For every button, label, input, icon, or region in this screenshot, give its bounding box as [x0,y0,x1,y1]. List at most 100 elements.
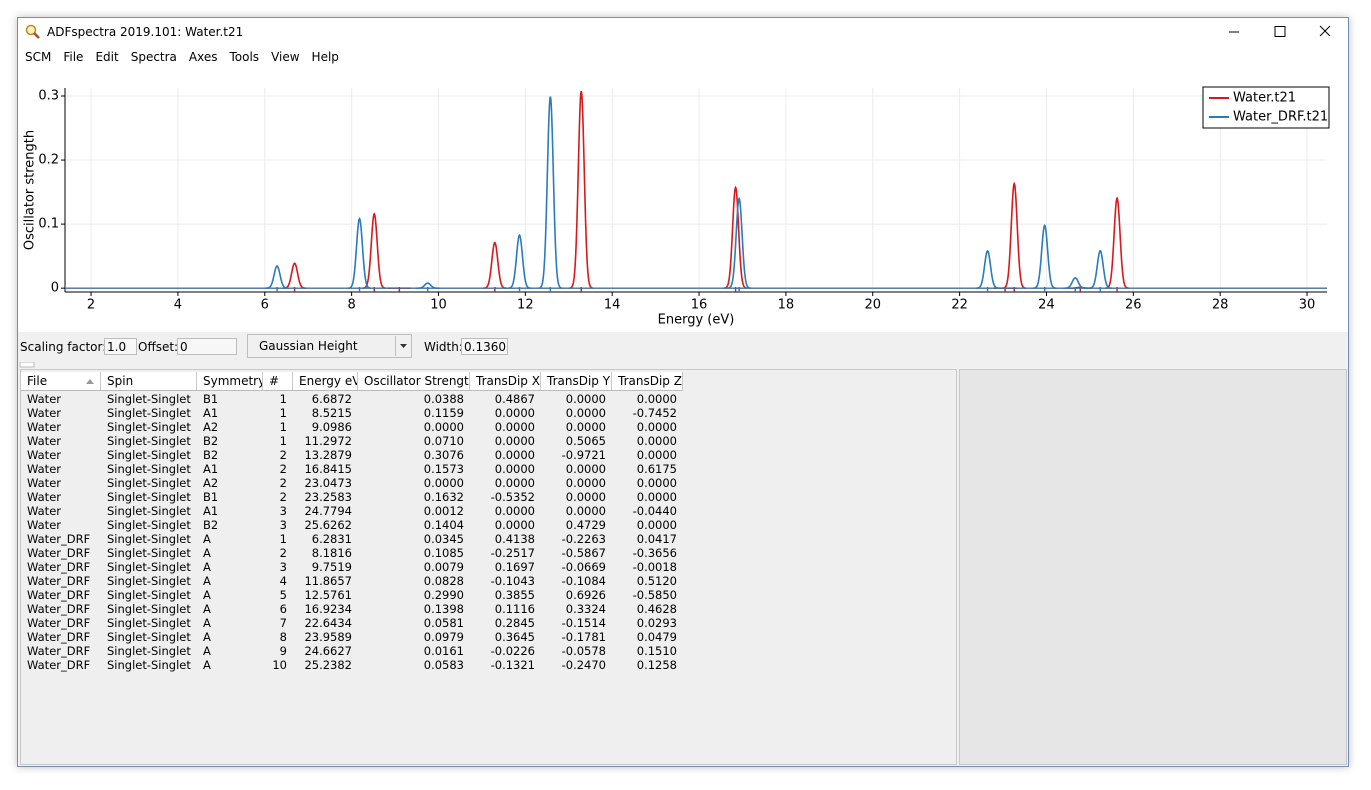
table-cell: 0.0345 [423,532,464,546]
table-cell: 8.1816 [311,546,352,560]
table-cell: 0.0000 [494,406,535,420]
table-cell: 0.0979 [423,630,464,644]
table-cell: Singlet-Singlet [107,588,191,602]
peak [265,265,289,289]
table-cell: A [203,658,211,672]
table-cell: Water_DRF [27,630,91,644]
dropdown-arrow[interactable] [395,334,412,358]
table-cell: 0.0417 [636,532,677,546]
table-cell: Singlet-Singlet [107,532,191,546]
table-cell: 0.0000 [636,490,677,504]
table-cell: 0.3076 [423,448,464,462]
column-header[interactable]: Spin [101,372,197,391]
column-header[interactable]: Symmetry [197,372,263,391]
splitter-handle[interactable] [18,362,38,370]
table-cell: 0.0479 [636,630,677,644]
table-cell: 0.1398 [423,602,464,616]
menu-item[interactable]: SCM [25,49,52,64]
table-cell: -0.5352 [490,490,535,504]
table-cell: Singlet-Singlet [107,392,191,406]
peak [507,233,532,289]
table-cell: 0.4138 [494,532,535,546]
table-cell: 6 [279,602,287,616]
menu-item[interactable]: Spectra [130,49,177,64]
menu-item[interactable]: Help [311,49,339,64]
table-cell: 25.2382 [304,658,352,672]
table-cell: 0.1404 [423,518,464,532]
table-cell: 0.0000 [494,476,535,490]
width-label: Width: [424,340,463,354]
table-cell: 0.1573 [423,462,464,476]
width-input[interactable]: 0.13605 [461,338,508,355]
column-header[interactable]: # [263,372,293,391]
table-cell: 3 [279,504,287,518]
table-cell: 0.0161 [423,644,464,658]
table-cell: 22.6434 [304,616,352,630]
peak [415,282,440,289]
controls-bar: Scaling factor: 1.0 Offset: 0 Gaussian H… [18,332,1348,362]
table-cell: Singlet-Singlet [107,518,191,532]
menu-item[interactable]: Axes [188,49,218,64]
x-tick-label: 22 [951,298,968,313]
y-tick-label: 0 [51,281,59,296]
table-cell: 0.0828 [423,574,464,588]
menu-item[interactable]: View [271,49,300,64]
table-cell: Water_DRF [27,560,91,574]
table-cell: 9.7519 [311,560,352,574]
table-cell: 0.0583 [423,658,464,672]
table-cell: Singlet-Singlet [107,476,191,490]
column-header[interactable]: TransDip Z [612,372,683,391]
column-header[interactable]: Energy eV [293,372,358,391]
table-cell: 23.0473 [304,476,352,490]
peak [362,212,387,289]
table-cell: 0.1159 [423,406,464,420]
window-buttons[interactable] [1223,18,1348,46]
menu-item[interactable]: Edit [95,49,119,64]
table-cell: 0.0000 [636,476,677,490]
column-header[interactable]: File [21,372,101,391]
scaling-input[interactable]: 1.0 [104,338,137,355]
window-title: ADFspectra 2019.101: Water.t21 [47,25,244,39]
table-cell: A2 [203,420,219,434]
table-cell: 0.0000 [423,476,464,490]
legend-box [1202,86,1330,129]
table-cell: A2 [203,476,219,490]
table-cell: A1 [203,462,219,476]
table-cell: -0.5850 [632,588,677,602]
y-tick-label: 0.1 [38,217,59,232]
table-cell: Water [27,518,61,532]
scaling-label: Scaling factor: [20,340,107,354]
x-tick-label: 8 [347,298,355,313]
table-cell: 0.6175 [636,462,677,476]
column-header[interactable]: TransDip Y [541,372,612,391]
table-cell: 0.0000 [494,448,535,462]
table-cell: A [203,546,211,560]
table-cell: B1 [203,490,219,504]
close[interactable] [1319,25,1331,37]
maximize[interactable] [1274,26,1286,37]
table-cell: 0.3324 [565,602,606,616]
table-cell: Singlet-Singlet [107,658,191,672]
table-cell: 0.1697 [494,560,535,574]
peak [1002,181,1027,289]
table-cell: A [203,574,211,588]
table-cell: -0.0018 [632,560,677,574]
x-tick-label: 12 [517,298,534,313]
table-cell: 24.6627 [304,644,352,658]
table-cell: 0.0012 [423,504,464,518]
column-header[interactable]: TransDip X [470,372,541,391]
table-cell: Singlet-Singlet [107,448,191,462]
table-cell: 0.0000 [494,462,535,476]
menu-bar: SCM File Edit Spectra Axes Tools View Help [18,46,1348,67]
peak [727,196,751,289]
offset-input[interactable]: 0 [177,338,237,355]
table-cell: 1 [279,406,287,420]
title-bar: ADFspectra 2019.101: Water.t21 [18,18,1348,46]
menu-item[interactable]: Tools [229,49,260,64]
column-header[interactable]: Oscillator Strength [358,372,470,391]
table-cell: 0.1085 [423,546,464,560]
menu-item[interactable]: File [63,49,84,64]
x-tick-label: 26 [1125,298,1142,313]
table-cell: -0.2517 [490,546,535,560]
mode-dropdown[interactable]: Gaussian Height [247,334,412,358]
